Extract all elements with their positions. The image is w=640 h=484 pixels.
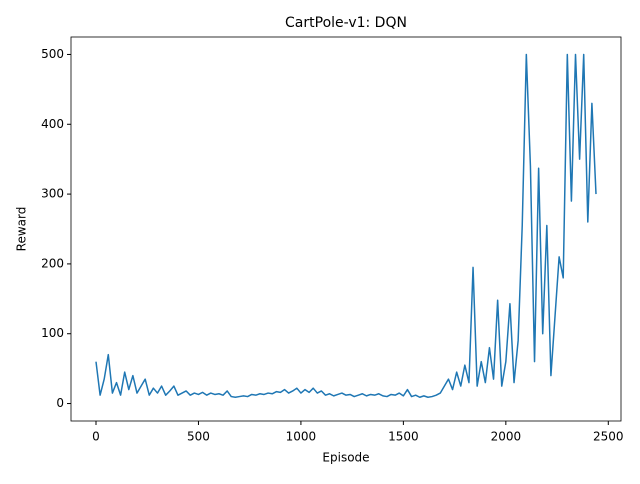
y-tick-label: 0 [56, 396, 64, 410]
x-tick-label: 2500 [593, 430, 624, 444]
chart-title: CartPole-v1: DQN [285, 15, 407, 31]
y-tick-label: 500 [41, 47, 64, 61]
y-tick-label: 100 [41, 326, 64, 340]
x-tick-label: 1500 [388, 430, 419, 444]
y-tick-label: 400 [41, 117, 64, 131]
x-tick-label: 0 [92, 430, 100, 444]
y-tick-label: 200 [41, 256, 64, 270]
x-tick-label: 1000 [286, 430, 317, 444]
y-axis-label: Reward [15, 207, 29, 252]
plot-frame [70, 36, 622, 422]
x-tick-label: 2000 [491, 430, 522, 444]
x-tick-label: 500 [187, 430, 210, 444]
y-tick-label: 300 [41, 187, 64, 201]
x-axis-label: Episode [322, 451, 369, 465]
data-line [95, 53, 597, 399]
